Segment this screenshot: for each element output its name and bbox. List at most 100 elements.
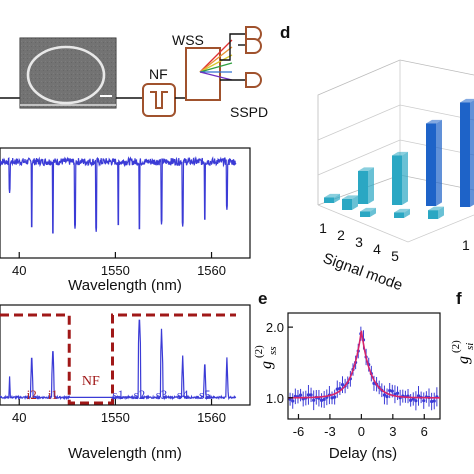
transmission-chart: 40 1550 1560: [0, 147, 251, 278]
bar3d-bar: [428, 206, 444, 219]
gss-point: [338, 382, 342, 396]
panel-letter-f: f: [456, 289, 462, 308]
mode-label: i1: [48, 387, 58, 402]
gsi-ylabel: g si (2): [450, 340, 474, 364]
gss-point: [382, 385, 387, 405]
wss-box: [185, 47, 221, 101]
gss-point: [333, 389, 337, 405]
gss-point: [296, 390, 300, 404]
gss-point: [330, 391, 334, 405]
setup-schematic: NF WSS SSPD: [0, 26, 268, 120]
svg-text:g: g: [258, 361, 275, 369]
gss-point: [435, 387, 439, 407]
gsi-ylabel-sub: si: [464, 343, 474, 350]
spectrum-xtick-label: 40: [12, 410, 26, 425]
gss-point: [422, 392, 426, 409]
gss-point: [312, 390, 316, 411]
wss-label: WSS: [172, 32, 204, 48]
spectrum-trace: [0, 319, 237, 401]
gss-ylabel-sub: ss: [267, 346, 279, 355]
mode-label: s4: [177, 387, 189, 402]
bar3d-bar: [392, 151, 408, 205]
panel-letter-e: e: [258, 289, 267, 308]
gss-ytick-label: 1.0: [266, 391, 284, 406]
spectrum-xtick-label: 1560: [197, 410, 226, 425]
micrograph-texture: [20, 38, 116, 108]
gss-point: [288, 392, 292, 406]
gss-point: [335, 380, 339, 398]
gss-xtick-label: 3: [389, 424, 396, 439]
gss-point: [388, 382, 392, 399]
bar3d-bar: [460, 98, 474, 207]
bar3d-xtick-label: 5: [391, 248, 399, 264]
spectrum-xlabel: Wavelength (nm): [68, 445, 182, 462]
panel-letter-d: d: [280, 23, 290, 42]
mode-label: s3: [156, 387, 168, 402]
mode-label: s5: [199, 387, 211, 402]
gss-xtick-label: -3: [324, 424, 336, 439]
gss-xtick-label: 6: [421, 424, 428, 439]
gss-point: [306, 385, 311, 405]
bar3d-bar: [360, 207, 376, 217]
gss-xtick-label: 0: [358, 424, 365, 439]
bar3d-bar: [342, 195, 358, 210]
fiber-to-wss: [175, 55, 187, 99]
gss-ylabel-sup: (2): [253, 345, 265, 358]
notch-filter-profile: [0, 313, 236, 405]
gss-point: [411, 392, 415, 406]
bar3d-xtick-label: 1: [319, 220, 327, 236]
gss-point: [325, 389, 329, 406]
bar3d-ytick-label: 1: [462, 237, 470, 253]
fiber-to-sspd-1: [220, 33, 246, 61]
gss-point: [298, 388, 303, 402]
notch-filter-box: [142, 83, 176, 117]
svg-text:g: g: [455, 356, 472, 364]
bar3d-xtick-label: 4: [373, 241, 381, 257]
microring-resonator: [26, 45, 106, 105]
transmission-xtick-label: 1560: [197, 263, 226, 278]
gss-point: [416, 386, 421, 406]
gss-point: [317, 389, 321, 407]
gss-point: [301, 391, 305, 407]
gss-point: [291, 393, 295, 409]
gss-xlabel: Delay (ns): [329, 445, 397, 462]
gss-point: [398, 389, 402, 406]
nf-label: NF: [149, 66, 168, 82]
transmission-trace: [0, 156, 237, 234]
gss-point: [409, 394, 413, 407]
gss-point: [414, 391, 418, 411]
sspd-detector-icon: [245, 72, 262, 88]
gss-point: [406, 388, 410, 404]
gss-point: [309, 387, 313, 403]
gss-fit-curve: [288, 330, 440, 399]
gss-xtick-label: -6: [293, 424, 305, 439]
gss-frame: [287, 312, 441, 420]
bar3d-bar: [394, 208, 410, 218]
mode-label: i2: [27, 387, 37, 402]
spectrum-chart: NF i2 i1 s1 s2 s3 s4 s5 40 1550 1560: [0, 304, 251, 425]
bar3d-xtick-label: 3: [355, 234, 363, 250]
mode-label: s2: [134, 387, 146, 402]
wss-fan-icon: [199, 39, 233, 81]
gss-ylabel: g ss (2): [253, 345, 279, 369]
gss-point: [340, 376, 345, 394]
sspd-label: SSPD: [230, 104, 268, 120]
spectrum-nf-label: NF: [82, 374, 100, 389]
gss-point: [430, 392, 434, 411]
gss-point: [319, 393, 324, 408]
transmission-frame: [0, 147, 251, 259]
bar3d-bar: [324, 193, 340, 203]
mode-label: s1: [112, 387, 124, 402]
gss-point: [432, 392, 436, 410]
gss-point: [385, 388, 389, 405]
transmission-xtick-label: 40: [12, 263, 26, 278]
bar3d-bar: [358, 167, 374, 204]
bar3d-chart: 1 2 3 4 51: [317, 59, 474, 264]
gss-point: [322, 390, 326, 408]
transmission-xlabel: Wavelength (nm): [68, 277, 182, 294]
spectrum-xtick-label: 1550: [101, 410, 130, 425]
transmission-xtick-label: 1550: [101, 263, 130, 278]
sspd-detector-icon: [245, 38, 262, 54]
bar3d-bar: [426, 119, 442, 206]
